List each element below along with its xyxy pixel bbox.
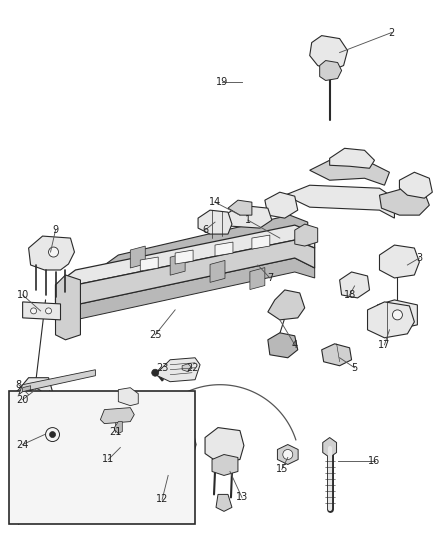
Circle shape [168,439,173,444]
Text: 11: 11 [102,455,114,464]
Polygon shape [56,240,314,320]
Polygon shape [265,192,298,218]
Text: 23: 23 [156,363,168,373]
Polygon shape [13,378,53,419]
Text: 22: 22 [186,363,198,373]
Circle shape [49,432,56,438]
Circle shape [168,452,173,457]
Polygon shape [100,408,134,424]
Polygon shape [378,300,417,330]
Circle shape [152,369,159,376]
Bar [10,391,195,524]
Polygon shape [320,61,342,80]
Circle shape [46,308,52,314]
Polygon shape [225,205,272,228]
Polygon shape [23,386,31,392]
Circle shape [49,247,59,257]
Text: 25: 25 [149,330,162,340]
Circle shape [180,439,184,444]
Polygon shape [379,245,419,278]
Polygon shape [198,210,232,234]
Polygon shape [28,236,74,270]
Text: 5: 5 [351,363,358,373]
Circle shape [31,308,37,314]
Text: 10: 10 [17,290,29,300]
Text: 3: 3 [416,253,422,263]
Polygon shape [212,455,238,475]
Polygon shape [114,422,122,433]
Polygon shape [110,432,148,455]
Polygon shape [140,257,158,271]
Text: 1: 1 [245,215,251,225]
Polygon shape [130,246,145,268]
Polygon shape [268,290,305,320]
Text: 24: 24 [17,440,29,449]
Polygon shape [155,358,200,382]
Polygon shape [162,455,190,478]
Text: 13: 13 [236,492,248,503]
Polygon shape [310,36,348,70]
Text: 21: 21 [109,426,121,437]
Text: 6: 6 [202,225,208,235]
Text: 15: 15 [276,464,288,474]
Polygon shape [82,440,99,456]
Text: 9: 9 [53,225,59,235]
Polygon shape [339,272,370,298]
Text: 4: 4 [292,340,298,350]
Text: 18: 18 [343,290,356,300]
Polygon shape [228,200,252,215]
Polygon shape [100,215,308,283]
Polygon shape [170,253,185,275]
Polygon shape [250,268,265,289]
Polygon shape [56,275,81,340]
Text: 20: 20 [17,394,29,405]
Circle shape [392,310,403,320]
Circle shape [283,449,293,459]
Polygon shape [216,495,232,511]
Polygon shape [23,302,60,320]
Polygon shape [399,172,432,198]
Polygon shape [155,425,196,462]
Polygon shape [310,160,389,185]
Polygon shape [118,387,138,406]
Text: 2: 2 [389,28,395,38]
Polygon shape [175,250,193,264]
Polygon shape [330,148,374,168]
Text: 16: 16 [368,456,381,466]
Text: 19: 19 [216,77,228,87]
Polygon shape [182,364,192,372]
Polygon shape [321,344,352,366]
Polygon shape [252,235,270,249]
Polygon shape [367,302,414,338]
Polygon shape [285,185,395,218]
Text: 17: 17 [378,340,391,350]
Polygon shape [323,438,336,457]
Polygon shape [379,188,429,215]
Text: 12: 12 [156,495,168,504]
Text: 7: 7 [267,273,273,283]
Circle shape [46,427,60,441]
Polygon shape [56,258,314,335]
Polygon shape [277,445,298,464]
Text: 14: 14 [209,197,221,207]
Polygon shape [210,261,225,282]
Polygon shape [56,225,314,300]
Polygon shape [205,427,244,463]
Polygon shape [19,370,95,394]
Polygon shape [215,242,233,256]
Polygon shape [295,224,318,246]
Text: 8: 8 [16,379,22,390]
Polygon shape [268,333,298,358]
